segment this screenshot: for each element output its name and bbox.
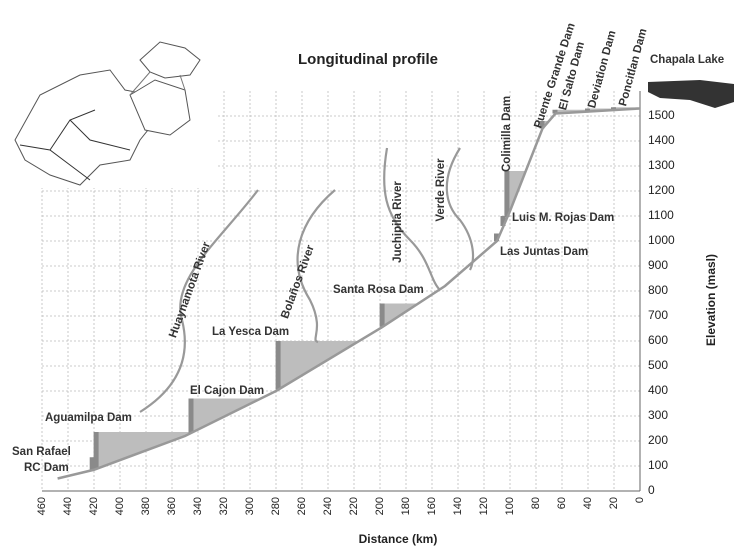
x-tick-label: 160	[426, 497, 438, 515]
x-tick-label: 380	[140, 497, 152, 515]
x-tick-label: 360	[166, 497, 178, 515]
y-tick-label: 1000	[648, 233, 675, 247]
dam	[89, 457, 95, 471]
x-tick-label: 240	[322, 497, 334, 515]
map-link	[179, 74, 186, 91]
dam-label: Deviation Dam	[586, 29, 618, 109]
x-tick-label: 180	[400, 497, 412, 515]
x-tick-label: 120	[478, 497, 490, 515]
x-tick-label: 100	[504, 497, 516, 515]
river-juchipila	[383, 147, 441, 291]
map-inset	[8, 38, 218, 188]
y-tick-label: 1200	[648, 183, 675, 197]
dam	[379, 303, 385, 327]
x-tick-label: 300	[244, 497, 256, 515]
dam-label: Poncitlan Dam	[617, 27, 649, 107]
map-rivers	[19, 109, 131, 181]
chart-title: Longitudinal profile	[298, 51, 438, 68]
dam	[552, 109, 558, 114]
y-tick-label: 800	[648, 283, 668, 297]
dam-label: Las Juntas Dam	[500, 246, 588, 258]
profile-line	[57, 107, 641, 480]
dam	[275, 341, 281, 390]
x-tick-label: 460	[36, 497, 48, 515]
x-tick-label: 400	[114, 497, 126, 515]
y-tick-label: 1400	[648, 133, 675, 147]
y-tick-label: 1300	[648, 158, 675, 172]
x-tick-label: 320	[218, 497, 230, 515]
dam	[188, 398, 194, 433]
x-tick-label: 20	[608, 497, 620, 509]
dam-label: Santa Rosa Dam	[333, 284, 424, 296]
dam	[539, 121, 545, 129]
x-tick-label: 40	[582, 497, 594, 509]
river-verde	[445, 147, 475, 271]
x-tick-label: 80	[530, 497, 542, 509]
x-tick-label: 0	[634, 497, 646, 503]
x-tick-label: 280	[270, 497, 282, 515]
river-huaynamota	[139, 189, 259, 413]
river-bolanos	[296, 189, 336, 344]
dam-label: La Yesca Dam	[212, 326, 289, 338]
dam	[585, 108, 590, 112]
y-tick-label: 1500	[648, 108, 675, 122]
x-tick-label: 140	[452, 497, 464, 515]
x-tick-label: 200	[374, 497, 386, 515]
dam-label: Colimilla Dam	[501, 96, 513, 172]
state	[129, 79, 191, 136]
x-tick-label: 440	[62, 497, 74, 515]
river-label: Juchipila River	[392, 181, 404, 263]
x-tick-label: 340	[192, 497, 204, 515]
dam-label: Luis M. Rojas Dam	[512, 212, 614, 224]
y-tick-label: 600	[648, 333, 668, 347]
country	[139, 41, 201, 79]
lake-label: Chapala Lake	[650, 54, 724, 66]
y-tick-label: 400	[648, 383, 668, 397]
x-tick-label: 260	[296, 497, 308, 515]
x-tick-label: 60	[556, 497, 568, 509]
dam-label: San Rafael RC Dam	[12, 446, 71, 474]
grid	[41, 91, 641, 492]
dam-label: Aguamilpa Dam	[45, 412, 132, 424]
dam-label: El Cajon Dam	[190, 385, 264, 397]
river-label: Huaynamota River	[167, 240, 213, 339]
map-link	[129, 71, 151, 96]
y-tick-label: 200	[648, 433, 668, 447]
dam	[500, 216, 506, 226]
dam	[494, 233, 499, 241]
dam-label-line: San Rafael	[12, 446, 71, 458]
y-tick-label: 300	[648, 408, 668, 422]
y-tick-label: 1100	[648, 208, 674, 222]
dam	[611, 107, 616, 111]
y-tick-label: 0	[648, 483, 655, 497]
x-tick-label: 420	[88, 497, 100, 515]
x-tick-label: 220	[348, 497, 360, 515]
dam-label-line: RC Dam	[24, 462, 69, 474]
lake-shape	[648, 80, 734, 108]
y-tick-label: 700	[648, 308, 668, 322]
dam	[504, 171, 510, 217]
river-label: Verde River	[435, 158, 447, 222]
y-axis-label: Elevation (masl)	[704, 254, 718, 346]
y-tick-label: 500	[648, 358, 668, 372]
x-axis-label: Distance (km)	[359, 532, 438, 546]
dam	[93, 432, 99, 469]
y-tick-label: 100	[648, 458, 668, 472]
y-tick-label: 900	[648, 258, 668, 272]
rivers	[139, 147, 475, 413]
